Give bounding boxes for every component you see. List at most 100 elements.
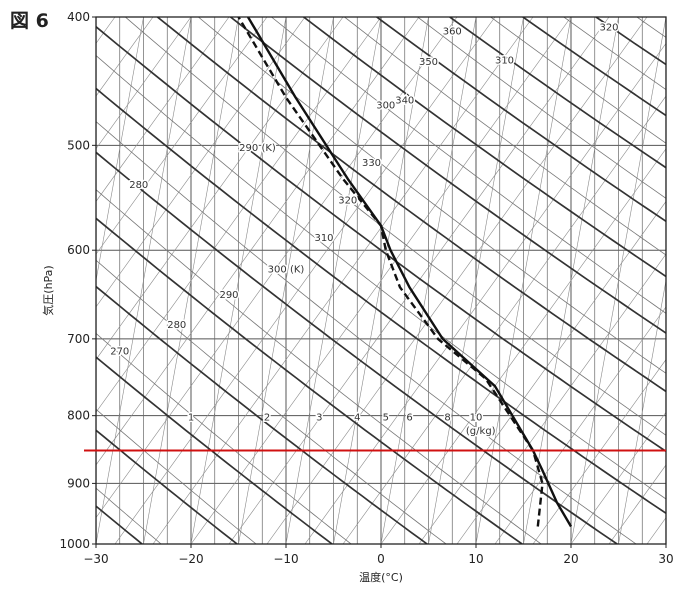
dry-adiabat [96, 259, 447, 544]
moist-adiabat [669, 17, 692, 544]
isotherm-skew-guide [685, 17, 692, 544]
dry-adiabat-label: 280 [129, 180, 148, 191]
mixing-ratio-guide [380, 17, 477, 544]
mixing-ratio-label: 4 [354, 413, 360, 424]
isotherm-skew-guide [114, 17, 496, 544]
moist-adiabat-label: 330 [362, 158, 381, 169]
dry-adiabat [490, 17, 666, 144]
isotherm-skew-guide [0, 17, 39, 544]
moist-adiabat [96, 87, 666, 515]
mixing-ratio-guide [428, 17, 524, 544]
moist-adiabat [96, 285, 428, 544]
mixing-ratio-guide [143, 17, 239, 544]
dry-adiabat [96, 189, 542, 544]
x-axis-title: 温度(°C) [359, 570, 403, 584]
moist-adiabat [376, 17, 666, 223]
dry-adiabat-label: 310 [314, 233, 333, 244]
moist-adiabat [449, 17, 666, 169]
moist-adiabat-label: 350 [419, 57, 438, 68]
mixing-ratio-label: (g/kg) [466, 426, 496, 437]
y-tick-label: 900 [67, 476, 90, 490]
y-tick-label: 500 [67, 138, 90, 152]
moist-adiabat [96, 217, 523, 544]
isotherm-skew-guide [0, 17, 77, 544]
moist-adiabat [303, 17, 666, 278]
x-tick-label: 0 [377, 552, 385, 566]
y-tick-label: 1000 [59, 537, 90, 551]
y-axis-title: 気圧(hPa) [41, 265, 55, 315]
dry-adiabat [96, 121, 637, 544]
mixing-ratio-label: 5 [383, 413, 389, 424]
isotherm-skew-guide [0, 17, 1, 544]
isotherm-skew-guide [96, 17, 268, 255]
x-tick-label: −10 [273, 552, 298, 566]
isotherm-skew-guide [532, 359, 666, 544]
dry-adiabat [96, 55, 666, 500]
dry-adiabat-label: 290 (K) [239, 143, 276, 154]
temperature-curve [246, 17, 573, 528]
isotherm-skew-guide [96, 17, 116, 44]
x-tick-label: 30 [658, 552, 673, 566]
moist-adiabat-label: 340 [395, 95, 414, 106]
isotherm-skew-guide [494, 306, 666, 544]
dry-adiabat [636, 17, 666, 38]
moist-adiabat [0, 17, 47, 544]
mixing-ratio-guide [190, 17, 287, 544]
dry-adiabat [271, 17, 666, 314]
isotherm-skew-guide [456, 253, 666, 544]
dry-adiabat [96, 332, 352, 544]
mixing-ratio-guide [618, 278, 666, 544]
moist-adiabat [229, 17, 666, 335]
isotherm-skew-guide [228, 17, 610, 544]
y-tick-label: 600 [67, 243, 90, 257]
isotherm-skew-guide [646, 517, 666, 544]
x-tick-label: 10 [468, 552, 483, 566]
moist-adiabat [96, 505, 143, 544]
isotherm-skew-guide [266, 17, 648, 544]
y-tick-label: 800 [67, 409, 90, 423]
moist-adiabat [96, 429, 238, 544]
moist-adiabat [595, 17, 666, 66]
isotherm-skew-guide [96, 17, 458, 519]
isotherm-skew-guide [96, 17, 230, 202]
moist-adiabat [96, 25, 666, 453]
mixing-ratio-label: 2 [264, 413, 270, 424]
isotherm-skew-guide [96, 17, 306, 308]
moist-adiabat [156, 17, 666, 393]
dry-adiabat-label: 300 (K) [268, 265, 305, 276]
isotherm-skew-guide [418, 200, 666, 544]
moist-adiabat [96, 151, 618, 544]
y-tick-label: 400 [67, 10, 90, 24]
moist-adiabat-label: 360 [443, 27, 462, 38]
dry-adiabat-label: 280 [167, 320, 186, 331]
moist-adiabat-label: 300 [376, 100, 395, 111]
x-tick-label: −30 [83, 552, 108, 566]
x-tick-label: −20 [178, 552, 203, 566]
isotherm-skew-guide [96, 17, 154, 97]
dry-adiabat [0, 17, 66, 544]
isotherm-skew-guide [608, 464, 666, 544]
moist-adiabat-label: 320 [338, 196, 357, 207]
isotherm-skew-guide [96, 17, 420, 466]
isotherm-skew-guide [152, 17, 534, 544]
moist-adiabat-label: 310 [495, 55, 514, 66]
mixing-ratio-guide [665, 542, 666, 544]
dry-adiabat [96, 408, 257, 544]
isotherm-skew-guide [342, 95, 666, 544]
mixing-ratio-guide [285, 17, 382, 544]
dry-adiabat [344, 17, 666, 256]
isotherm-skew-guide [304, 42, 666, 544]
mixing-ratio-label: 8 [444, 413, 450, 424]
moist-adiabat [96, 356, 333, 544]
dry-adiabat [417, 17, 666, 199]
y-tick-label: 700 [67, 332, 90, 346]
mixing-ratio-label: 3 [316, 413, 322, 424]
mixing-ratio-guide [333, 17, 429, 544]
mixing-ratio-guide [523, 17, 619, 544]
moist-adiabat-label: 320 [599, 22, 618, 33]
dewpoint-curve [237, 17, 544, 527]
mixing-ratio-guide [0, 17, 1, 544]
mixing-ratio-label: 6 [406, 413, 412, 424]
mixing-ratio-label: 10 [470, 413, 483, 424]
